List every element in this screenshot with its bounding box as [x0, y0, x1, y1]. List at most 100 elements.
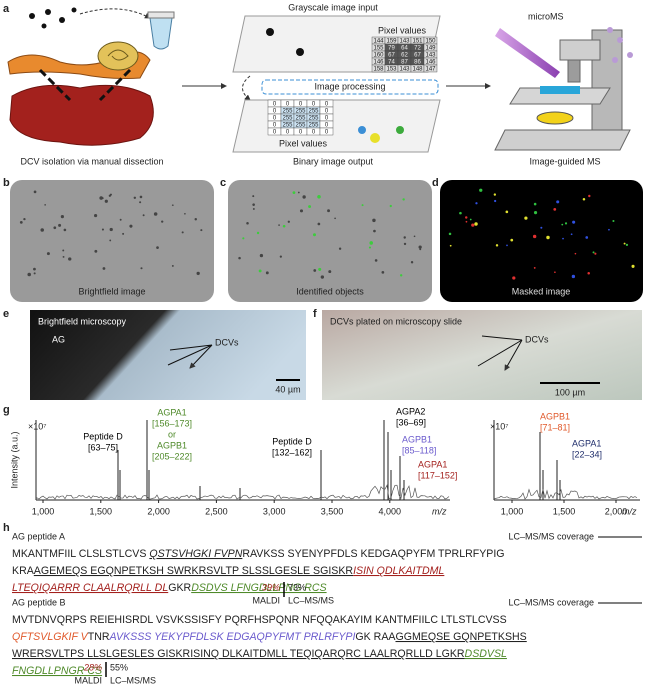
- particle: [327, 209, 330, 213]
- particle: [574, 252, 577, 255]
- particle: [313, 269, 317, 272]
- particle: [495, 244, 499, 247]
- peak-label: AGPB1: [402, 434, 432, 444]
- sequence-segment: QFTSVLGKIF V: [12, 631, 89, 643]
- x-tick-label: 1,000: [501, 506, 524, 516]
- particle: [338, 247, 342, 250]
- pixel-value: 143: [399, 38, 410, 44]
- y-axis-label: Intensity (a.u.): [9, 431, 19, 488]
- particle: [368, 246, 371, 249]
- particle: [372, 218, 376, 223]
- particle: [588, 194, 591, 198]
- particle: [479, 188, 483, 192]
- particle: [139, 201, 142, 204]
- sequence-line: WRERSVLTPS LLSLGESLES GISKRISINQ DLKAITD…: [12, 648, 507, 660]
- particle: [196, 271, 200, 276]
- method-label: MALDI: [252, 595, 280, 605]
- particle: [334, 217, 336, 220]
- particle: [328, 270, 332, 274]
- particle: [459, 211, 462, 215]
- pixel-value: 255: [308, 122, 319, 128]
- axis-multiplier: ×10⁷: [490, 421, 509, 431]
- pixel-value: 67: [388, 52, 395, 58]
- particle: [161, 220, 164, 223]
- particle: [449, 244, 452, 247]
- particle: [53, 226, 57, 230]
- particle: [287, 220, 290, 223]
- particle: [506, 244, 508, 247]
- particle: [373, 229, 376, 233]
- sequence-segment: GGMEQSE GQNPETKSHS: [395, 631, 526, 643]
- method-label: MALDI: [74, 675, 102, 685]
- caption: DCV isolation via manual dissection: [20, 156, 163, 166]
- particle: [19, 220, 23, 224]
- pixel-value: 62: [401, 52, 408, 58]
- panel-label: a: [3, 3, 10, 15]
- particle: [471, 223, 475, 227]
- particle: [524, 216, 528, 220]
- object: [296, 48, 304, 56]
- peak-label: [85–118]: [402, 445, 436, 455]
- panel-label: d: [432, 177, 439, 189]
- particle: [312, 233, 316, 237]
- x-axis-label: m/z: [622, 506, 637, 516]
- particle: [553, 207, 557, 211]
- particle: [410, 261, 414, 264]
- pixel-value: 72: [414, 45, 421, 51]
- label: DCVs: [215, 337, 239, 347]
- micrograph: [440, 180, 643, 302]
- peak-label: [117–152]: [418, 470, 457, 480]
- pixel-cell: [319, 127, 334, 136]
- x-tick-label: 1,500: [553, 506, 576, 516]
- label: Pixel values: [378, 25, 427, 35]
- pixel-value: 255: [308, 108, 319, 114]
- particle: [171, 264, 174, 267]
- particle: [252, 195, 255, 198]
- particle: [142, 214, 145, 217]
- sequence-line: MKANTMFIIL CLSLSTLCVS QSTSVHGKI FVPNRAVK…: [12, 548, 505, 560]
- sequence-line: MVTDNVQRPS REIEHISRDL VSVKSSISFY PQRFHSP…: [12, 614, 507, 626]
- particle: [532, 234, 537, 239]
- pixel-value: 0: [325, 115, 329, 121]
- pixel-value: 0: [325, 101, 329, 107]
- particle: [104, 199, 108, 203]
- particle: [403, 236, 406, 239]
- peak-label: AGPB1: [540, 411, 570, 421]
- particle: [60, 215, 64, 219]
- maldi-coverage: 39%: [262, 582, 280, 592]
- label: 40 µm: [275, 384, 300, 394]
- pixel-value: 0: [286, 101, 290, 107]
- particle: [564, 222, 568, 225]
- particle: [493, 193, 496, 196]
- particle: [562, 237, 564, 240]
- particle: [129, 224, 133, 228]
- pixel-value: 149: [425, 45, 436, 51]
- particle: [302, 195, 306, 199]
- particle: [469, 218, 472, 221]
- particle: [238, 256, 241, 260]
- particle: [282, 224, 286, 228]
- sequence-segment: GK RAA: [355, 631, 396, 643]
- sequence-segment: AVKSSS YEKYPFDLSK EDGAQPYFMT PRLRFYPI: [109, 631, 356, 643]
- pixel-value: 255: [282, 115, 293, 121]
- particle: [99, 196, 103, 200]
- panel-label: g: [3, 404, 10, 416]
- pixel-value: 0: [286, 129, 290, 135]
- peak-label: AGPA2: [396, 406, 425, 416]
- particle: [494, 199, 497, 203]
- particle: [625, 243, 629, 246]
- maldi-coverage: 28%: [83, 662, 102, 672]
- particle: [139, 195, 143, 199]
- pixel-value: 148: [412, 66, 423, 72]
- pixel-value: 255: [282, 108, 293, 114]
- peak-annotations: Peptide D[63–75]AGPA1[156–173]orAGPB1[20…: [83, 406, 602, 480]
- x-tick-label: 4,000: [379, 506, 402, 516]
- peak-label: [156–173]: [152, 418, 192, 428]
- slide: [232, 99, 441, 153]
- particle: [510, 238, 514, 242]
- object: [370, 133, 380, 143]
- sequence-segment: QSTSVHGKI FVPN: [149, 548, 242, 560]
- label: microMS: [528, 11, 564, 21]
- pixel-value: 0: [312, 129, 316, 135]
